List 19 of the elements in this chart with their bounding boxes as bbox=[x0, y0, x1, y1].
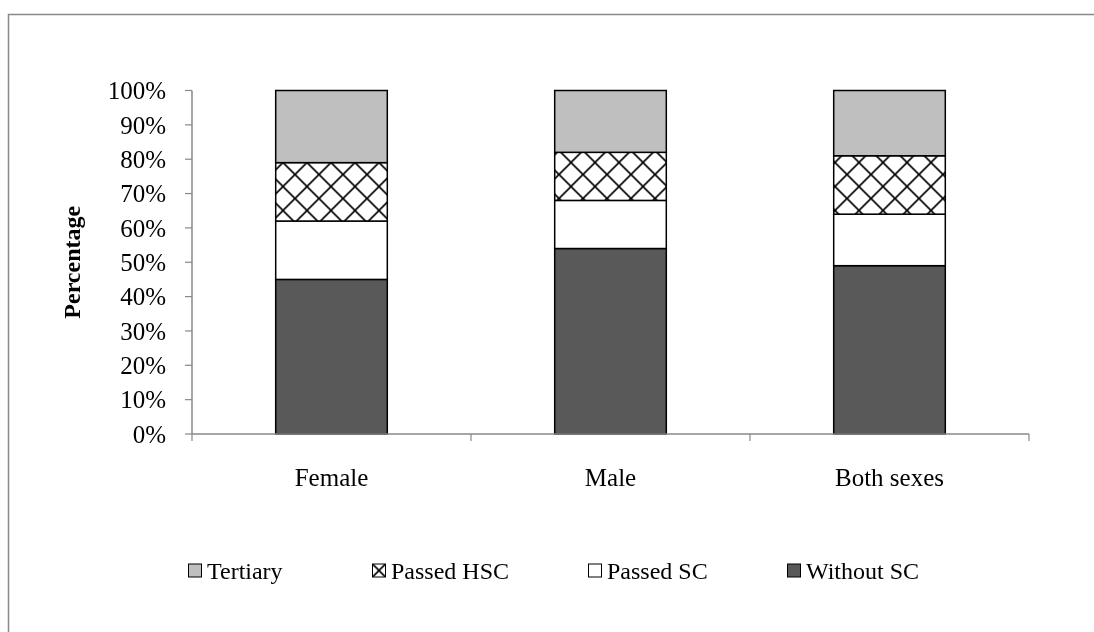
y-tick-label: 70% bbox=[120, 180, 166, 208]
y-tick-label: 90% bbox=[120, 111, 166, 139]
y-tick-label: 10% bbox=[120, 386, 166, 414]
y-tick-label: 20% bbox=[120, 352, 166, 380]
y-axis-title: Percentage bbox=[59, 205, 86, 319]
legend-label: Passed SC bbox=[607, 558, 708, 585]
x-tick-label: Female bbox=[294, 463, 369, 491]
legend-label: Without SC bbox=[806, 558, 920, 585]
y-tick-label: 100% bbox=[107, 77, 166, 105]
legend-label: Tertiary bbox=[207, 558, 283, 585]
y-tick-label: 80% bbox=[120, 145, 166, 173]
y-tick-label: 60% bbox=[120, 214, 166, 242]
y-tick-label: 50% bbox=[120, 249, 166, 276]
x-tick-label: Both sexes bbox=[834, 463, 945, 491]
x-tick-label: Male bbox=[584, 463, 637, 491]
y-tick-label: 30% bbox=[120, 317, 166, 345]
legend-label: Passed HSC bbox=[391, 558, 510, 585]
y-tick-label: 40% bbox=[120, 283, 166, 311]
y-tick-label: 0% bbox=[132, 420, 166, 448]
